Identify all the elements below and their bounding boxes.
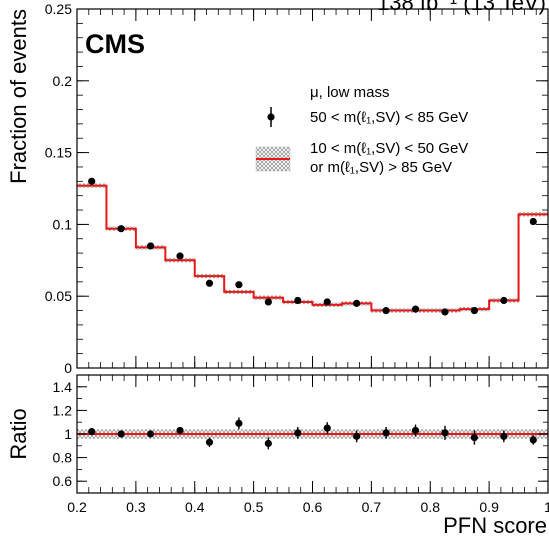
data-point bbox=[441, 308, 449, 316]
main-y-tick-label: 0.25 bbox=[45, 1, 72, 17]
ratio-point bbox=[294, 429, 302, 437]
ratio-y-ticks: 0.6 0.8 1 1.2 1.4 bbox=[53, 374, 548, 494]
data-point bbox=[264, 298, 272, 306]
main-y-tick-label: 0.15 bbox=[45, 145, 72, 161]
main-y-tick-label: 0.2 bbox=[53, 73, 73, 89]
main-y-tick-label: 0.05 bbox=[45, 288, 72, 304]
data-point bbox=[146, 242, 155, 250]
ratio-y-axis-title: Ratio bbox=[6, 408, 31, 459]
data-point bbox=[323, 298, 331, 306]
ratio-y-tick-label: 1 bbox=[64, 426, 72, 442]
ratio-x-tick-label: 1 bbox=[544, 499, 549, 515]
main-y-tick-label: 0 bbox=[64, 360, 72, 376]
data-point bbox=[529, 217, 537, 226]
ratio-x-tick-label: 0.8 bbox=[421, 499, 441, 515]
ratio-x-ticks: 0.2 0.3 0.4 0.5 0.6 0.7 0.8 0.9 1 bbox=[67, 375, 549, 515]
ratio-point bbox=[529, 436, 537, 444]
ratio-y-tick-label: 0.6 bbox=[53, 473, 73, 489]
ratio-point bbox=[500, 432, 508, 440]
ratio-panel: 0.60.811.21.4 0.2 0.3 0.4 0.5 0.6 0.7 0.8 0.9 1 … bbox=[6, 374, 549, 515]
model-line-path bbox=[77, 184, 548, 312]
ratio-point bbox=[470, 433, 479, 442]
legend-header: μ, low mass bbox=[310, 84, 390, 101]
ratio-x-tick-label: 0.7 bbox=[362, 499, 382, 515]
legend-data-label: 50 < m(ℓ₁,SV) < 85 GeV bbox=[310, 109, 468, 126]
main-panel: 0 0.05 0.1 0.15 0.2 0.25 CMS μ, low mass 50 <… bbox=[6, 1, 549, 376]
ratio-point bbox=[146, 430, 155, 438]
ratio-y-tick-label: 1.2 bbox=[53, 402, 73, 418]
ratio-x-tick-label: 0.5 bbox=[244, 499, 264, 515]
ratio-point bbox=[411, 426, 420, 435]
ratio-y-tick-label: 0.8 bbox=[53, 450, 73, 466]
main-y-tick-label: 0.1 bbox=[53, 216, 73, 232]
ratio-point bbox=[353, 432, 361, 440]
main-x-ticks bbox=[76, 9, 549, 368]
y-axis-title: Fraction of events bbox=[6, 9, 31, 184]
data-point bbox=[117, 225, 125, 233]
ratio-x-tick-label: 0.6 bbox=[303, 499, 323, 515]
data-point bbox=[353, 299, 361, 307]
ratio-point bbox=[264, 439, 272, 448]
data-point bbox=[235, 281, 243, 289]
ratio-point bbox=[382, 429, 390, 437]
ratio-point bbox=[441, 429, 449, 437]
legend-model-label-line1: 10 < m(ℓ₁,SV) < 50 GeV bbox=[310, 140, 468, 157]
data-point bbox=[500, 296, 508, 305]
data-point bbox=[411, 305, 420, 313]
ratio-x-tick-label: 0.2 bbox=[67, 499, 87, 515]
x-axis-title: PFN score bbox=[443, 513, 547, 538]
legend-model-label-line2: or m(ℓ₁,SV) > 85 GeV bbox=[310, 159, 452, 176]
data-point bbox=[382, 306, 390, 315]
data-point bbox=[470, 306, 479, 315]
experiment-label: CMS bbox=[85, 29, 145, 59]
ratio-point bbox=[235, 419, 243, 427]
ratio-point bbox=[323, 424, 331, 432]
main-frame bbox=[76, 8, 549, 369]
ratio-points bbox=[88, 417, 537, 450]
data-points bbox=[88, 177, 537, 316]
ratio-x-tick-label: 0.9 bbox=[479, 499, 499, 515]
legend-data-entry: 50 < m(ℓ₁,SV) < 85 GeV bbox=[267, 107, 468, 127]
luminosity-label: 138 fb⁻¹ (13 TeV) bbox=[377, 0, 546, 15]
ratio-x-tick-label: 0.3 bbox=[126, 499, 146, 515]
ratio-point bbox=[176, 426, 184, 435]
ratio-x-tick-label: 0.4 bbox=[185, 499, 205, 515]
ratio-y-tick-label: 1.4 bbox=[53, 379, 73, 395]
main-y-ticks: 0 0.05 0.1 0.15 0.2 0.25 bbox=[45, 1, 548, 376]
data-point bbox=[176, 252, 184, 260]
model-histogram-line bbox=[77, 184, 548, 312]
data-point bbox=[294, 296, 302, 305]
ratio-point bbox=[205, 438, 214, 446]
ratio-point bbox=[117, 430, 125, 438]
data-point bbox=[205, 279, 214, 287]
legend-model-entry: 10 < m(ℓ₁,SV) < 50 GeV or m(ℓ₁,SV) > 85 … bbox=[255, 140, 468, 176]
legend-data-marker bbox=[267, 113, 275, 121]
ratio-point bbox=[88, 428, 96, 436]
data-point bbox=[88, 177, 96, 185]
